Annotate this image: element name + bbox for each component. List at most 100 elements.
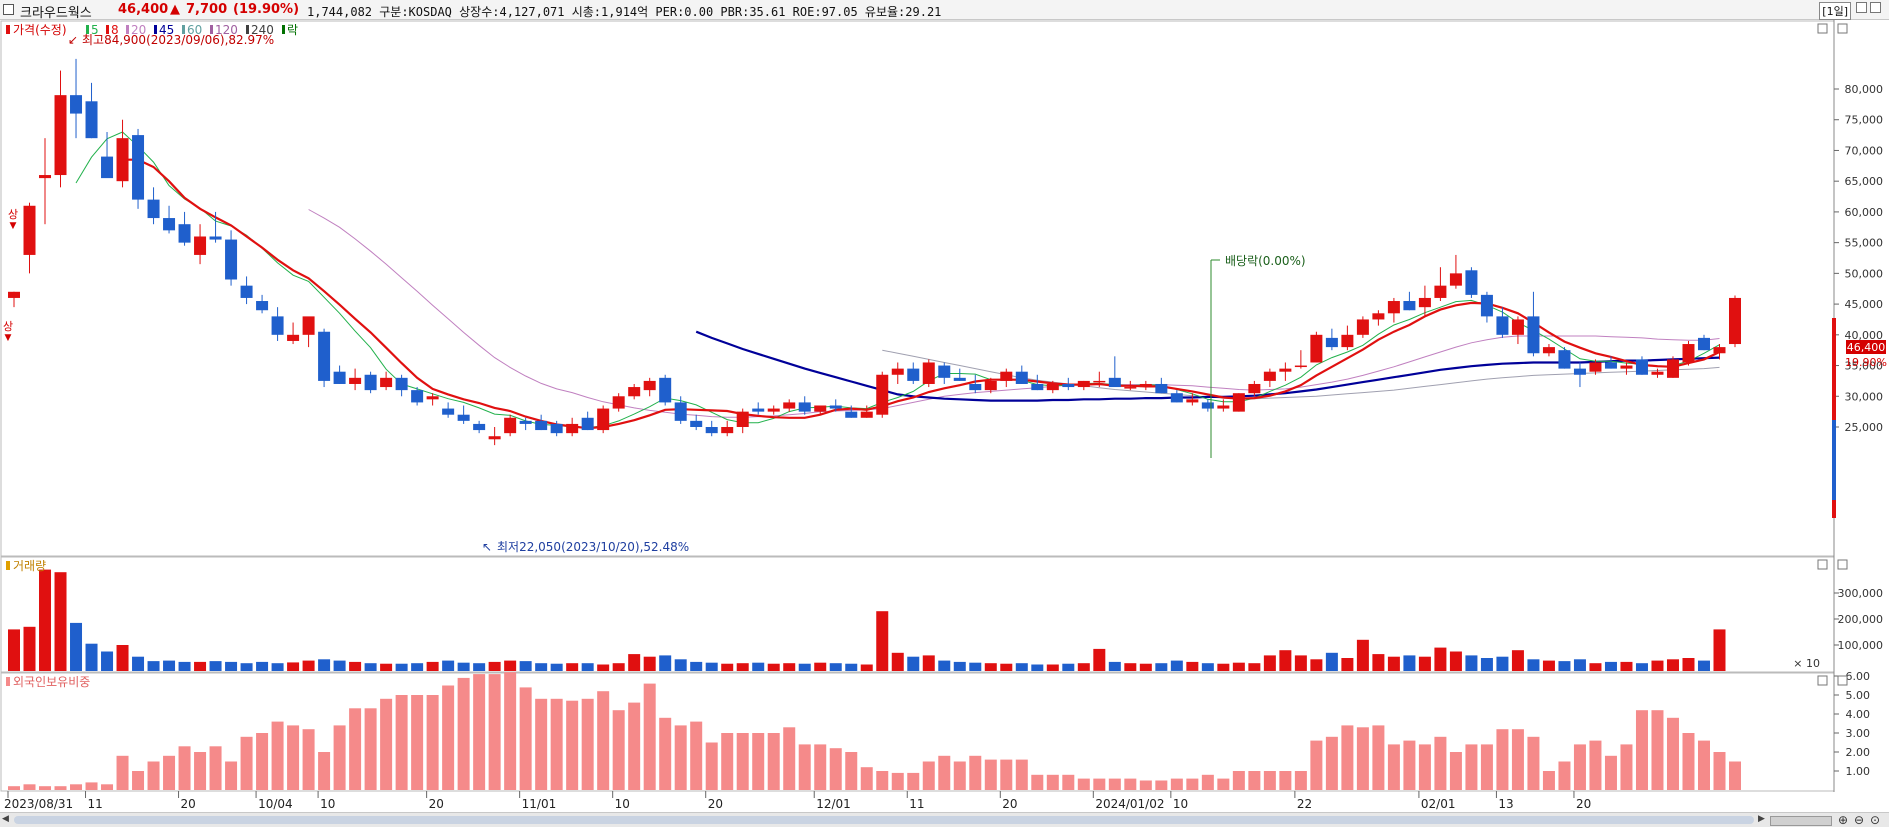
volume-bar [488, 661, 501, 671]
volume-bar [612, 663, 625, 671]
zoom-reset-icon[interactable]: ⊙ [1869, 813, 1881, 827]
foreign-bar [395, 695, 408, 790]
foreign-axis-max-icon[interactable] [1837, 675, 1848, 686]
candle-body [690, 420, 703, 427]
foreign-bar [690, 721, 703, 790]
candle-body [240, 285, 253, 298]
volume-bar [938, 660, 951, 671]
volume-bar [1046, 664, 1059, 671]
volume-axis-max-icon[interactable] [1837, 559, 1848, 570]
foreign-bar [581, 698, 594, 790]
scroll-left-icon[interactable]: ◀ [2, 814, 9, 824]
current-price-tag: 46,400 [1847, 341, 1886, 354]
volume-bar [814, 662, 827, 671]
ma-legend-swatch [154, 25, 157, 34]
foreign-bar [240, 736, 253, 790]
stock-name[interactable]: 크라우드웍스 [20, 6, 92, 21]
volume-bar [116, 645, 129, 671]
volume-bar [1263, 655, 1276, 671]
foreign-bar [1558, 761, 1571, 790]
foreign-panel-max-icon[interactable] [1817, 675, 1828, 686]
candle-body [597, 408, 610, 431]
volume-bar [767, 663, 780, 671]
volume-bar [1248, 663, 1261, 671]
volume-bar [969, 662, 982, 671]
scroll-thumb[interactable] [14, 816, 1754, 824]
foreign-bar [302, 729, 315, 790]
price-tick-label: 70,000 [1845, 144, 1884, 157]
candle-body [1635, 359, 1648, 375]
volume-bar [860, 664, 873, 671]
volume-bar [891, 652, 904, 671]
high-arrow-icon: ↙ [68, 33, 78, 47]
candle-body [1077, 380, 1090, 388]
volume-bar [1341, 658, 1354, 671]
volume-bar [1713, 629, 1726, 671]
foreign-bar [1139, 780, 1152, 790]
volume-panel-max-icon[interactable] [1817, 559, 1828, 570]
ma-legend-label: 20 [131, 23, 146, 37]
volume-bar [519, 661, 532, 671]
candle-body [163, 218, 176, 231]
x-tick-label: 20 [429, 797, 444, 811]
legend-volume-swatch [6, 561, 10, 570]
candle-body [876, 374, 889, 415]
volume-bar [209, 661, 222, 671]
foreign-bar [1325, 736, 1338, 790]
volume-bar [1031, 664, 1044, 671]
foreign-bar [1527, 736, 1540, 790]
volume-bar [1573, 659, 1586, 671]
volume-bar [101, 651, 114, 671]
zoom-out-icon[interactable]: ⊖ [1853, 813, 1865, 827]
volume-bar [690, 661, 703, 671]
minimize-icon[interactable] [1856, 2, 1867, 13]
candlesticks [8, 58, 1741, 446]
candle-body [1511, 319, 1524, 335]
price-range-bar-up [1832, 318, 1836, 518]
x-tick-label: 20 [181, 797, 196, 811]
ma-legend-label: 45 [159, 23, 174, 37]
price-tick-label: 35,000 [1845, 360, 1884, 373]
candle-body [1542, 347, 1555, 354]
foreign-bar [1620, 744, 1633, 790]
zoom-slider[interactable] [1770, 816, 1832, 826]
foreign-bar [426, 695, 439, 790]
candle-body [845, 411, 858, 418]
foreign-tick-label: 2.00 [1846, 746, 1871, 759]
x-tick-label: 20 [1576, 797, 1591, 811]
volume-bar [1651, 660, 1664, 671]
select-checkbox[interactable] [3, 4, 14, 15]
scroll-right-icon[interactable]: ▶ [1758, 814, 1765, 824]
volume-bar [302, 660, 315, 671]
horizontal-scrollbar[interactable]: ◀ ▶ ⊕ ⊖ ⊙ [0, 812, 1889, 827]
volume-bar [1093, 648, 1106, 671]
foreign-bar [1542, 771, 1555, 790]
stock-chart[interactable]: 80,000 75,000 70,000 65,000 60,000 55,000 50,0… [0, 20, 1889, 812]
foreign-bar [54, 786, 67, 790]
price-panel-max-icon[interactable] [1817, 23, 1828, 34]
foreign-bar [1000, 759, 1013, 790]
candle-body [705, 427, 718, 434]
candle-body [411, 390, 424, 403]
foreign-bar [287, 725, 300, 790]
candle-body [1263, 371, 1276, 381]
candle-body [1527, 316, 1540, 354]
foreign-bar [1434, 736, 1447, 790]
volume-bar [659, 655, 672, 671]
candle-body [659, 377, 672, 403]
price-axis-max-icon[interactable] [1837, 23, 1848, 34]
candle-body [1217, 405, 1230, 409]
foreign-ownership-bars [8, 672, 1741, 790]
volume-title: 거래량 [13, 559, 46, 573]
zoom-in-icon[interactable]: ⊕ [1837, 813, 1849, 827]
foreign-bar [1589, 740, 1602, 790]
volume-bar [1558, 661, 1571, 671]
candle-body [8, 291, 20, 298]
x-tick-label: 10 [320, 797, 335, 811]
close-icon[interactable] [1870, 2, 1881, 13]
candle-body [1015, 371, 1028, 384]
x-tick-label: 11/01 [522, 797, 557, 811]
period-selector[interactable]: [1일] [1819, 2, 1851, 20]
volume-bar [178, 661, 191, 671]
candle-body [628, 387, 641, 397]
